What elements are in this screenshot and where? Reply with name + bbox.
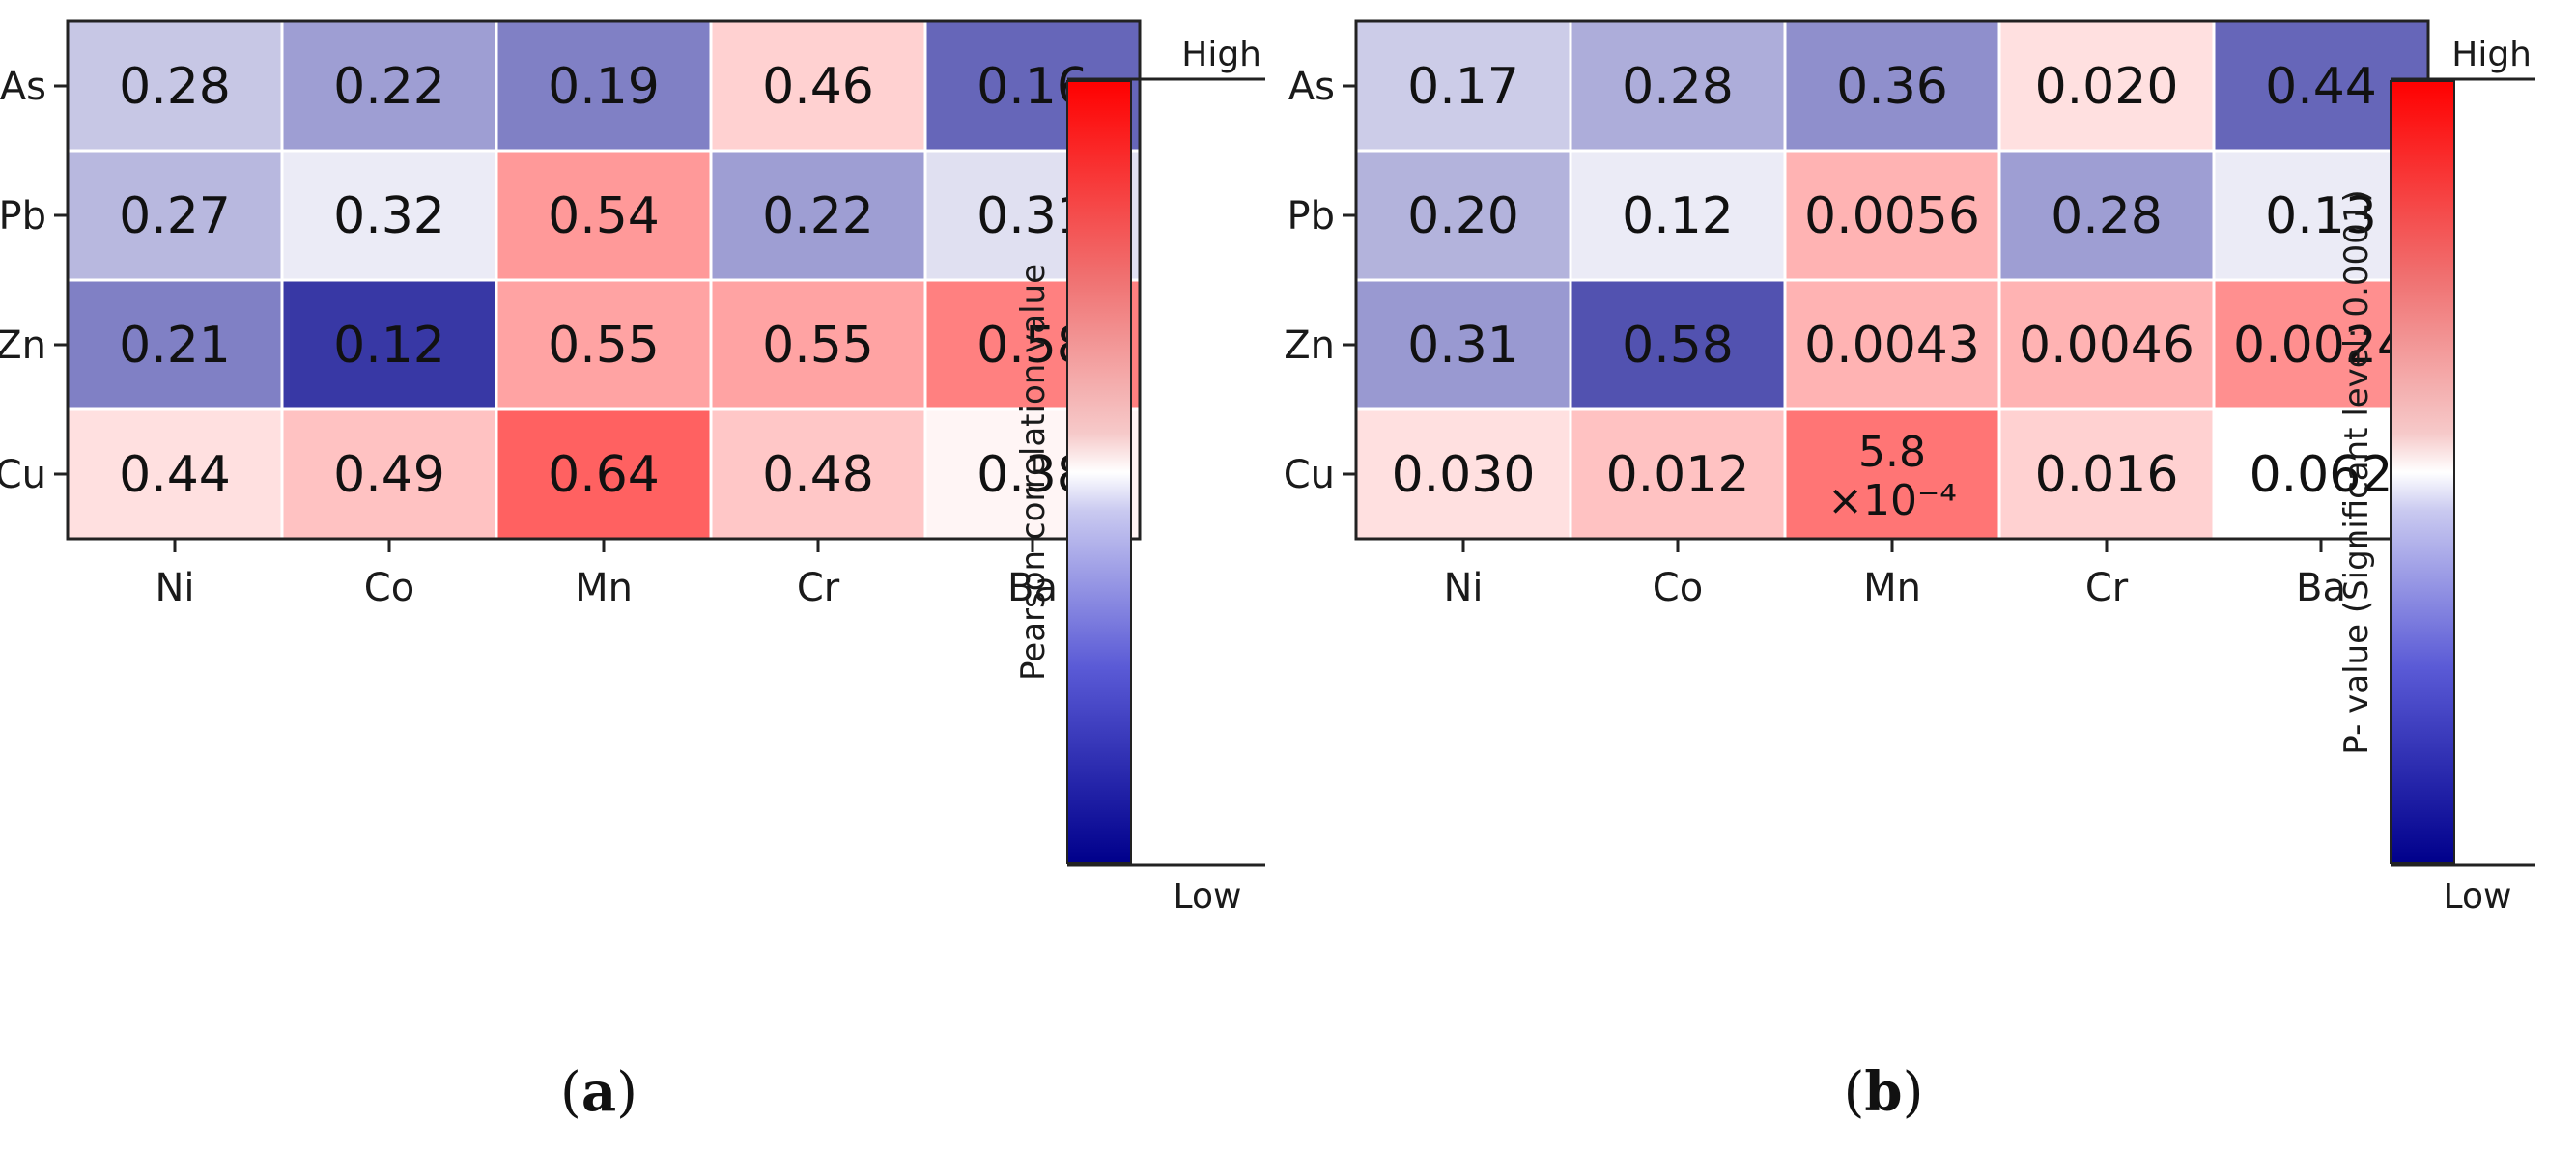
cell-value-label: 0.28: [119, 58, 231, 116]
cell-value-exponent-label: ×10⁻⁴: [1827, 476, 1957, 525]
cell-value-label: 0.13: [2265, 187, 2377, 245]
x-tick-label-ba: Ba: [2296, 566, 2346, 610]
cell-value-label: 0.062: [2250, 446, 2393, 504]
x-tick-label-ba: Ba: [1007, 566, 1058, 610]
colorbar-title: P- value (Significant level: 0.0001): [2337, 189, 2376, 754]
x-tick-label-cr: Cr: [2085, 566, 2129, 610]
cell-value-label: 0.17: [1407, 58, 1519, 116]
x-tick-label-mn: Mn: [1863, 566, 1921, 610]
heatmap-cell-zn-co: [1569, 278, 1787, 411]
cell-value-label: 0.020: [2035, 58, 2179, 116]
cell-value-label: 0.012: [1606, 446, 1750, 504]
cell-value-label: 0.20: [1407, 187, 1519, 245]
cell-value-label: 0.0024: [2233, 317, 2409, 375]
heatmap-cell-cu-cr: [1997, 407, 2216, 541]
heatmap-cell-cu-cr: [709, 407, 927, 541]
y-tick-label-cu: Cu: [0, 453, 46, 497]
heatmap-cell-pb-cr: [1997, 149, 2216, 282]
x-tick-label-co: Co: [364, 566, 414, 610]
heatmap-cell-zn-mn: [1783, 278, 2001, 411]
cell-value-label: 0.46: [762, 58, 874, 116]
cell-value-label: 0.28: [1622, 58, 1734, 116]
heatmap-cell-pb-mn: [495, 149, 713, 282]
colorbar: [2390, 80, 2455, 864]
y-tick-label-as: As: [0, 65, 46, 109]
colorbar-low-label: Low: [2444, 877, 2512, 916]
colorbar-title: Pearson correlation value: [1014, 264, 1053, 681]
heatmap-cell-zn-cr: [709, 278, 927, 411]
heatmap-panel-b: 0.17 0.28 0.36 0.020 0.44 0.20 0.12 0.0056 0.28 0…: [1284, 19, 2535, 1124]
cell-value-label: 5.8: [1858, 428, 1926, 477]
cell-value-label: 0.44: [2265, 58, 2377, 116]
heatmap-cell-cu-mn: [495, 407, 713, 541]
cell-value-label: 0.0056: [1804, 187, 1980, 245]
cell-value-label: 0.030: [1392, 446, 1536, 504]
heatmap-cell-as-mn: [1783, 19, 2001, 153]
panel-label-b: (b): [1844, 1060, 1924, 1124]
x-tick-label-ni: Ni: [155, 566, 194, 610]
x-tick-label-cr: Cr: [797, 566, 840, 610]
heatmap-cell-zn-ni: [66, 278, 284, 411]
cell-value-label: 0.31: [1407, 317, 1519, 375]
x-tick-label-ni: Ni: [1443, 566, 1483, 610]
cell-value-label: 0.32: [333, 187, 445, 245]
heatmap-cell-as-ni: [1354, 19, 1572, 153]
heatmap-cell-as-ni: [66, 19, 284, 153]
cell-value-label: 0.44: [119, 446, 231, 504]
x-tick-label-co: Co: [1653, 566, 1703, 610]
y-tick-label-pb: Pb: [0, 194, 46, 239]
cell-value-label: 0.58: [1622, 317, 1734, 375]
heatmap-cell-pb-ni: [1354, 149, 1572, 282]
y-tick-label-as: As: [1288, 65, 1335, 109]
cell-value-label: 0.12: [333, 317, 445, 375]
cell-value-label: 0.19: [548, 58, 660, 116]
panel-label-a: (a): [560, 1060, 637, 1124]
y-tick-label-cu: Cu: [1284, 453, 1335, 497]
cell-value-label: 0.28: [2051, 187, 2163, 245]
cell-value-label: 0.64: [548, 446, 660, 504]
y-tick-label-pb: Pb: [1287, 194, 1335, 239]
y-tick-label-zn: Zn: [1284, 323, 1335, 368]
heatmap-cell-as-co: [280, 19, 498, 153]
cell-value-label: 0.016: [2035, 446, 2179, 504]
colorbar-low-label: Low: [1174, 877, 1242, 916]
heatmap-cell-cu-mn: [1783, 407, 2001, 541]
colorbar: [1066, 80, 1132, 864]
y-tick-label-zn: Zn: [0, 323, 46, 368]
heatmap-cell-pb-cr: [709, 149, 927, 282]
cell-value-label: 0.21: [119, 317, 231, 375]
cell-value-label: 0.49: [333, 446, 445, 504]
cell-value-label: 0.55: [548, 317, 660, 375]
cell-value-label: 0.36: [1836, 58, 1948, 116]
cell-value-label: 0.54: [548, 187, 660, 245]
heatmap-cell-zn-co: [280, 278, 498, 411]
cell-value-label: 0.22: [762, 187, 874, 245]
heatmap-cell-cu-ni: [66, 407, 284, 541]
cell-value-label: 0.12: [1622, 187, 1734, 245]
cell-value-label: 0.48: [762, 446, 874, 504]
heatmap-cell-cu-ni: [1354, 407, 1572, 541]
cell-value-label: 0.55: [762, 317, 874, 375]
cell-value-label: 0.0046: [2019, 317, 2194, 375]
cell-value-label: 0.0043: [1804, 317, 1980, 375]
cell-value-label: 0.27: [119, 187, 231, 245]
colorbar-high-label: High: [1181, 35, 1261, 74]
heatmap-cell-zn-mn: [495, 278, 713, 411]
heatmap-panel-a: 0.28 0.22 0.19 0.46 0.160.27 0.32 0.54 0.22 0.31…: [0, 19, 1265, 1124]
heatmap-cell-as-cr: [1997, 19, 2216, 153]
heatmap-cell-cu-co: [280, 407, 498, 541]
colorbar-high-label: High: [2451, 35, 2532, 74]
x-tick-label-mn: Mn: [575, 566, 633, 610]
cell-value-label: 0.22: [333, 58, 445, 116]
